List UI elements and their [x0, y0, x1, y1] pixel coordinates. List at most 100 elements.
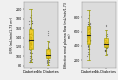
- Point: [105, 47, 107, 48]
- Point: [86, 40, 88, 42]
- Point: [89, 40, 91, 42]
- Point: [29, 17, 30, 18]
- Point: [88, 14, 90, 15]
- Point: [29, 39, 31, 41]
- Point: [28, 40, 30, 42]
- Point: [106, 41, 108, 42]
- Point: [47, 61, 49, 62]
- Point: [104, 50, 106, 51]
- Point: [88, 35, 90, 36]
- Point: [87, 46, 89, 47]
- Point: [104, 49, 106, 51]
- Point: [28, 21, 30, 22]
- Point: [105, 40, 107, 42]
- Point: [104, 41, 106, 42]
- Point: [87, 36, 89, 37]
- Point: [29, 61, 31, 63]
- Point: [87, 36, 89, 38]
- Point: [87, 48, 89, 49]
- Point: [30, 44, 32, 45]
- Point: [88, 54, 90, 55]
- Point: [30, 44, 32, 45]
- Point: [86, 55, 88, 56]
- Point: [31, 30, 33, 31]
- Point: [48, 61, 50, 62]
- Point: [46, 52, 48, 53]
- Point: [105, 35, 107, 36]
- Point: [30, 20, 32, 22]
- Point: [30, 38, 32, 39]
- Point: [28, 40, 30, 42]
- Point: [88, 42, 90, 43]
- Point: [30, 42, 32, 43]
- Point: [88, 48, 90, 50]
- Point: [48, 41, 50, 43]
- Point: [88, 28, 89, 30]
- Point: [106, 33, 107, 34]
- Point: [105, 47, 107, 48]
- Point: [31, 58, 33, 60]
- Point: [88, 37, 90, 38]
- Point: [88, 37, 90, 38]
- Point: [106, 53, 108, 54]
- Point: [87, 36, 89, 38]
- Point: [87, 17, 89, 19]
- Point: [88, 34, 89, 35]
- Point: [29, 51, 31, 52]
- Point: [30, 23, 32, 24]
- Point: [104, 45, 106, 46]
- Point: [30, 28, 32, 29]
- Point: [47, 63, 49, 65]
- Y-axis label: GFR (mL/min/1.73 m²): GFR (mL/min/1.73 m²): [10, 17, 14, 53]
- Point: [48, 49, 50, 50]
- Point: [28, 38, 30, 39]
- Point: [31, 61, 33, 63]
- Point: [47, 35, 49, 36]
- Point: [87, 37, 89, 38]
- Point: [105, 24, 107, 25]
- Point: [30, 14, 32, 15]
- Point: [87, 40, 89, 42]
- Point: [89, 40, 91, 41]
- Point: [30, 33, 32, 34]
- Point: [29, 42, 31, 43]
- Point: [29, 34, 30, 35]
- Point: [87, 29, 89, 30]
- Point: [87, 39, 89, 40]
- Point: [47, 57, 48, 58]
- Point: [47, 56, 48, 57]
- Point: [30, 43, 32, 44]
- Point: [31, 22, 33, 24]
- Point: [88, 43, 90, 44]
- Point: [105, 50, 107, 51]
- Point: [29, 45, 31, 46]
- Point: [30, 49, 31, 50]
- Point: [87, 42, 89, 43]
- Point: [88, 34, 89, 36]
- Point: [88, 31, 90, 32]
- Point: [104, 40, 106, 41]
- Point: [89, 25, 91, 26]
- Point: [31, 39, 32, 40]
- Point: [29, 46, 31, 48]
- Point: [88, 28, 90, 30]
- Point: [29, 59, 31, 61]
- Point: [104, 46, 106, 47]
- Point: [31, 53, 32, 54]
- Point: [88, 34, 90, 35]
- Point: [29, 48, 30, 49]
- Point: [89, 27, 91, 28]
- Point: [88, 48, 90, 49]
- Point: [30, 43, 32, 44]
- Point: [87, 25, 88, 27]
- Point: [46, 61, 48, 62]
- Point: [87, 24, 89, 25]
- Point: [30, 19, 32, 21]
- Point: [47, 47, 49, 48]
- Point: [104, 50, 106, 51]
- Point: [89, 40, 91, 41]
- Bar: [46, 49, 50, 58]
- Point: [88, 33, 90, 34]
- Bar: [29, 29, 33, 49]
- Point: [87, 36, 89, 37]
